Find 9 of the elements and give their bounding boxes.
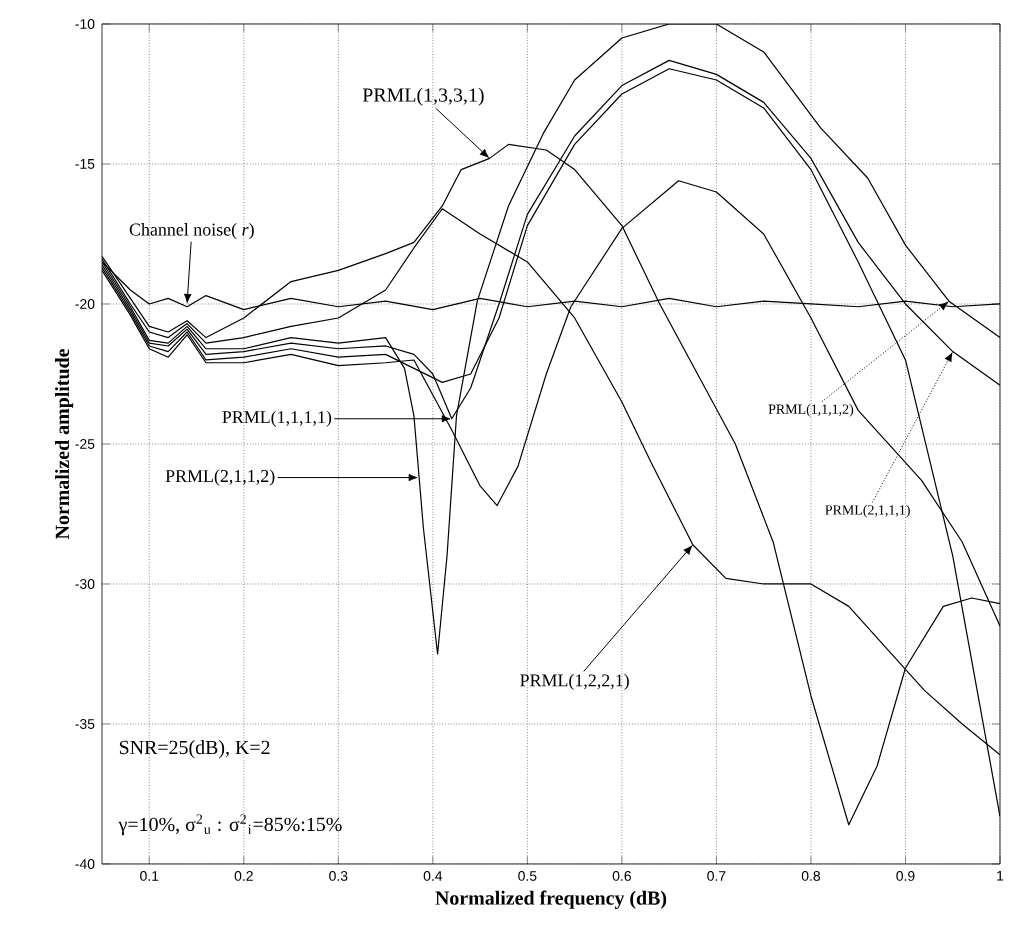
annotation: SNR=25(dB), K=2 <box>119 740 270 759</box>
annotation: Channel noise( r) <box>129 223 254 240</box>
annotation: PRML(1,3,3,1) <box>362 87 484 106</box>
annotation: PRML(1,1,1,1) <box>222 410 332 427</box>
y-axis-title: Normalized amplitude <box>55 349 74 540</box>
annotation: γ=10%, σ$^{2}$$_{u}$ : σ$^{2}$$_{i}$=85%:15% <box>118 814 342 836</box>
x-axis-title: Normalized frequency (dB) <box>435 890 667 909</box>
annotation: PRML(1,2,2,1) <box>520 673 629 691</box>
annotation: PRML(2,1,1,2) <box>165 469 275 486</box>
